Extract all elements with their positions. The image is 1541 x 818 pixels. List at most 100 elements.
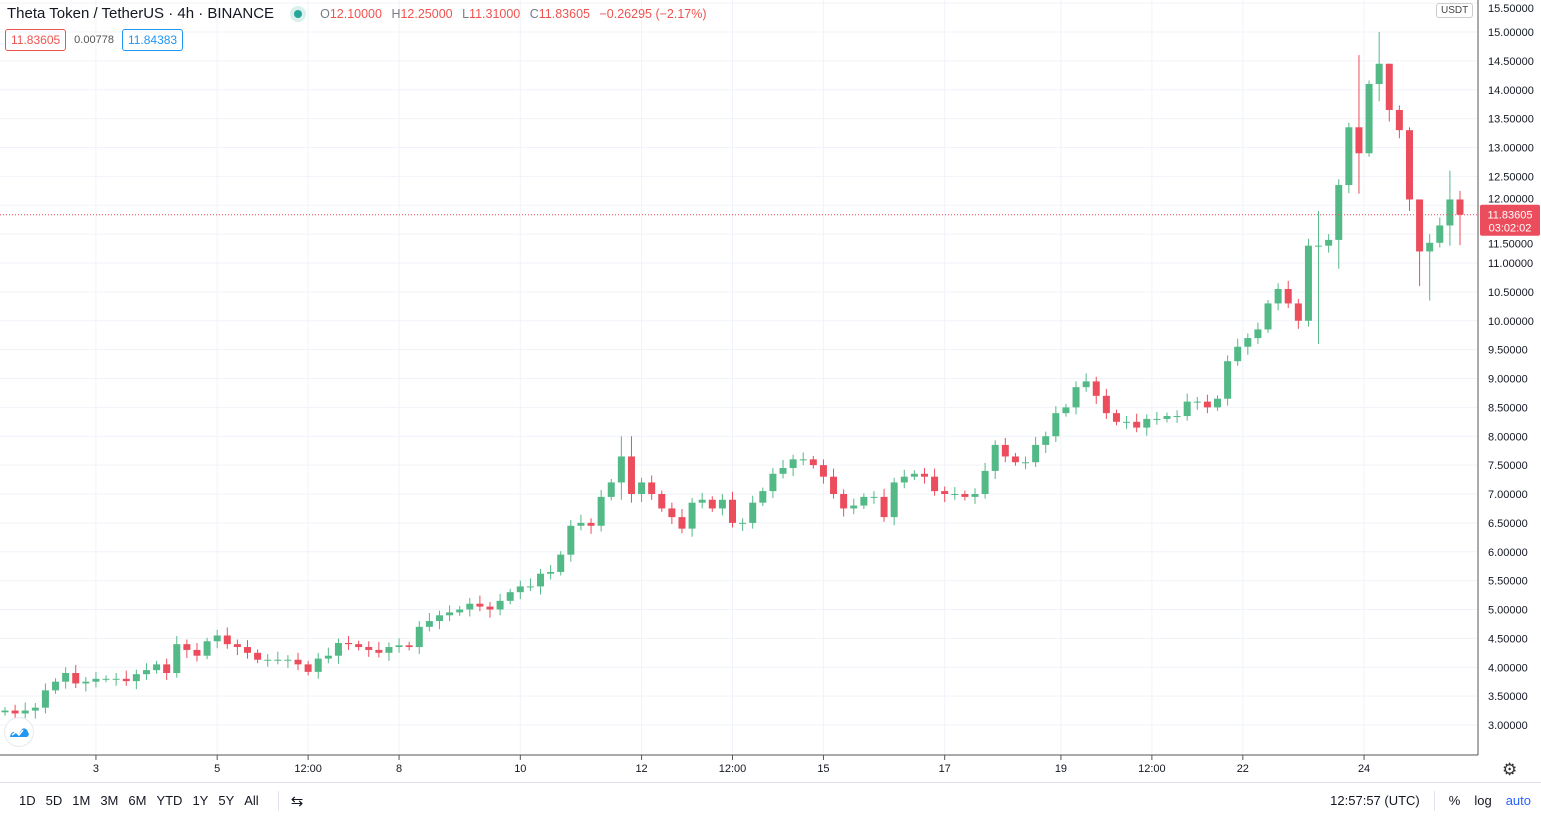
tradingview-logo-icon[interactable] bbox=[5, 718, 33, 746]
candle-body bbox=[1254, 329, 1262, 339]
candle-body bbox=[1405, 130, 1413, 200]
log-toggle[interactable]: log bbox=[1474, 793, 1492, 808]
currency-button[interactable]: USDT bbox=[1436, 3, 1474, 18]
candle-body bbox=[516, 586, 524, 593]
time-tick-label: 3 bbox=[93, 763, 99, 775]
candle-body bbox=[62, 673, 70, 682]
candle-body bbox=[1274, 288, 1282, 304]
time-tick-label: 12:00 bbox=[719, 763, 747, 775]
candle-body bbox=[92, 678, 100, 682]
range-6m[interactable]: 6M bbox=[128, 793, 147, 808]
candle bbox=[951, 487, 959, 500]
candle-body bbox=[1163, 416, 1171, 419]
symbol-title[interactable]: Theta Token / TetherUS · 4h · BINANCE bbox=[7, 5, 275, 22]
candle-body bbox=[1183, 401, 1191, 417]
candle-body bbox=[850, 505, 858, 509]
range-5y[interactable]: 5Y bbox=[218, 793, 235, 808]
candle bbox=[1001, 437, 1009, 463]
price-tick-label: 7.00000 bbox=[1488, 489, 1528, 501]
auto-scale-toggle[interactable]: auto bbox=[1505, 793, 1531, 808]
candle-body bbox=[1355, 127, 1363, 154]
candle bbox=[82, 677, 90, 692]
candle-body bbox=[931, 476, 939, 492]
candle-body bbox=[1335, 185, 1343, 240]
range-1d[interactable]: 1D bbox=[19, 793, 36, 808]
candle bbox=[850, 498, 858, 515]
candle bbox=[1426, 234, 1434, 301]
candle bbox=[860, 493, 868, 510]
candle bbox=[678, 509, 686, 534]
candle-body bbox=[193, 649, 201, 656]
price-tick-label: 11.50000 bbox=[1488, 239, 1533, 251]
candle bbox=[1365, 80, 1373, 157]
candle-body bbox=[638, 482, 646, 494]
candle bbox=[304, 660, 312, 676]
candle bbox=[900, 469, 908, 489]
range-ytd[interactable]: YTD bbox=[156, 793, 183, 808]
candle bbox=[931, 468, 939, 496]
candle bbox=[1133, 413, 1141, 433]
candle-body bbox=[223, 635, 231, 645]
candle-body bbox=[324, 655, 332, 659]
range-3m[interactable]: 3M bbox=[100, 793, 119, 808]
percent-toggle[interactable]: % bbox=[1448, 793, 1461, 808]
legend: Theta Token / TetherUS · 4h · BINANCE O1… bbox=[7, 5, 713, 22]
candle bbox=[1032, 436, 1040, 467]
candle-body bbox=[415, 626, 423, 648]
candle-body bbox=[456, 609, 464, 613]
candle-body bbox=[1304, 245, 1312, 321]
candle-body bbox=[31, 707, 39, 711]
price-tick-label: 7.50000 bbox=[1488, 460, 1528, 472]
candle bbox=[456, 606, 464, 616]
candle bbox=[577, 514, 585, 531]
candlestick-chart[interactable]: 3.00000 3.50000 4.00000 4.50000 5.00000 5.500… bbox=[0, 0, 1541, 782]
candle-body bbox=[1062, 407, 1070, 414]
go-to-date-icon[interactable]: ⇆ bbox=[290, 792, 304, 810]
candle bbox=[405, 641, 413, 651]
candle-body bbox=[21, 710, 29, 714]
price-tick-label: 5.50000 bbox=[1488, 576, 1528, 588]
candle bbox=[668, 502, 676, 525]
bottom-toolbar: 1D 5D 1M 3M 6M YTD 1Y 5Y All ⇆ 12:57:57 … bbox=[0, 782, 1541, 818]
candle-body bbox=[1112, 413, 1120, 422]
candle bbox=[274, 651, 282, 665]
candle bbox=[52, 678, 60, 694]
candle-body bbox=[1325, 239, 1333, 246]
candle bbox=[1183, 393, 1191, 421]
candle bbox=[486, 601, 494, 618]
candle-body bbox=[1011, 456, 1019, 463]
range-all[interactable]: All bbox=[244, 793, 259, 808]
range-1m[interactable]: 1M bbox=[72, 793, 91, 808]
candle bbox=[375, 641, 383, 658]
candle-body bbox=[1102, 395, 1110, 414]
range-1y[interactable]: 1Y bbox=[192, 793, 209, 808]
price-tick-label: 8.50000 bbox=[1488, 402, 1528, 414]
candle bbox=[92, 671, 100, 688]
candle bbox=[345, 636, 353, 650]
candle-body bbox=[1284, 288, 1292, 304]
candle bbox=[425, 612, 433, 632]
price-tick-label: 14.50000 bbox=[1488, 56, 1534, 68]
candle-body bbox=[1426, 242, 1434, 252]
candle bbox=[1224, 355, 1232, 406]
time-tick-label: 12 bbox=[635, 763, 647, 775]
clock-time[interactable]: 12:57:57 (UTC) bbox=[1330, 793, 1420, 808]
candle-body bbox=[1416, 199, 1424, 252]
settings-gear-icon[interactable]: ⚙ bbox=[1502, 760, 1518, 779]
candle-body bbox=[1022, 462, 1030, 464]
candle-body bbox=[577, 522, 585, 526]
candle bbox=[1244, 333, 1252, 355]
candle-body bbox=[587, 522, 595, 526]
time-tick-label: 12:00 bbox=[1138, 763, 1166, 775]
candle bbox=[1375, 32, 1383, 102]
price-tick-label: 3.00000 bbox=[1488, 720, 1528, 732]
change-value: −0.26295 (−2.17%) bbox=[599, 6, 707, 21]
sell-button[interactable]: 11.83605 bbox=[5, 29, 67, 51]
candle-body bbox=[971, 494, 979, 497]
candle bbox=[264, 653, 272, 667]
candle-body bbox=[910, 473, 918, 477]
candle bbox=[1385, 63, 1393, 122]
candle-body bbox=[1001, 444, 1009, 457]
buy-button[interactable]: 11.84383 bbox=[121, 29, 184, 51]
range-5d[interactable]: 5D bbox=[45, 793, 63, 808]
